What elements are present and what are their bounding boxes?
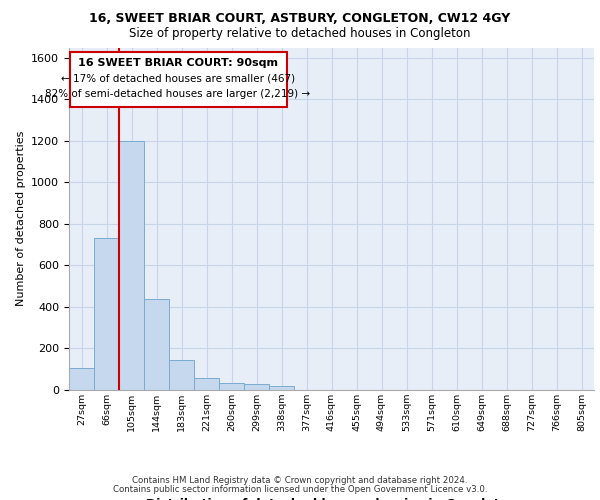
Bar <box>194 378 219 390</box>
X-axis label: Distribution of detached houses by size in Congleton: Distribution of detached houses by size … <box>146 498 517 500</box>
Bar <box>244 384 269 390</box>
Text: 16, SWEET BRIAR COURT, ASTBURY, CONGLETON, CW12 4GY: 16, SWEET BRIAR COURT, ASTBURY, CONGLETO… <box>89 12 511 26</box>
Text: Contains public sector information licensed under the Open Government Licence v3: Contains public sector information licen… <box>113 485 487 494</box>
Bar <box>70 52 287 106</box>
Text: Size of property relative to detached houses in Congleton: Size of property relative to detached ho… <box>129 28 471 40</box>
Bar <box>169 360 194 390</box>
Bar <box>94 238 119 390</box>
Bar <box>144 299 169 390</box>
Bar <box>269 386 294 390</box>
Text: ← 17% of detached houses are smaller (467): ← 17% of detached houses are smaller (46… <box>61 74 295 84</box>
Bar <box>69 368 94 390</box>
Text: 82% of semi-detached houses are larger (2,219) →: 82% of semi-detached houses are larger (… <box>46 90 311 100</box>
Text: 16 SWEET BRIAR COURT: 90sqm: 16 SWEET BRIAR COURT: 90sqm <box>78 58 278 68</box>
Y-axis label: Number of detached properties: Number of detached properties <box>16 131 26 306</box>
Bar <box>219 382 244 390</box>
Bar <box>119 141 144 390</box>
Text: Contains HM Land Registry data © Crown copyright and database right 2024.: Contains HM Land Registry data © Crown c… <box>132 476 468 485</box>
